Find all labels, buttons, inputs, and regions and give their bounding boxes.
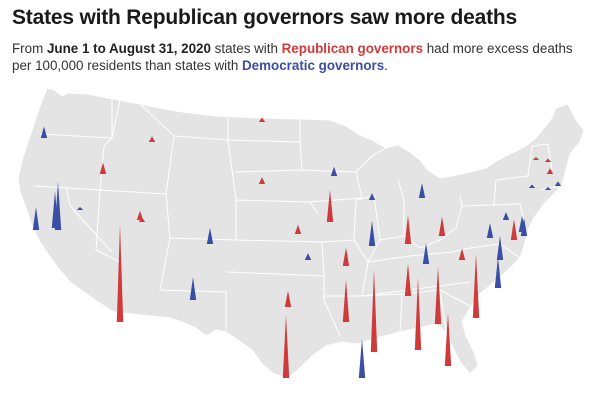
spike-ne: [294, 224, 302, 234]
chart-subtitle: From June 1 to August 31, 2020 states wi…: [12, 40, 584, 74]
spike-me: [544, 187, 552, 190]
spike-pa: [486, 223, 494, 238]
spike-nj: [518, 215, 526, 232]
spike-co: [206, 227, 214, 244]
legend-democratic: Democratic governors: [242, 58, 385, 73]
legend-republican: Republican governors: [281, 41, 424, 56]
spike-oh: [438, 216, 446, 236]
spike-fl: [444, 313, 452, 366]
spike-ok: [284, 290, 292, 307]
subtitle-text: had more excess deaths per 100,000 resid…: [12, 41, 573, 73]
spike-or: [32, 207, 40, 230]
spike-wa: [40, 126, 48, 138]
spike-ms: [370, 269, 378, 352]
subtitle-text: states with: [210, 41, 282, 56]
spike-ut: [136, 210, 144, 220]
spike-ny: [502, 211, 510, 220]
spike-il: [368, 220, 376, 246]
spike-nc: [494, 256, 502, 288]
spike-sd: [258, 177, 266, 184]
spike-nd: [258, 117, 266, 122]
spike-al: [414, 277, 422, 350]
spike-ia: [326, 189, 334, 222]
spike-ri: [554, 181, 562, 186]
spike-tx: [282, 314, 290, 378]
spike-layer: [32, 117, 562, 378]
spike-wi: [368, 193, 376, 200]
subtitle-text: From: [12, 41, 47, 56]
spike-nv: [76, 207, 84, 210]
spike-md: [510, 219, 518, 240]
spike-tn: [404, 263, 412, 296]
spike-mt: [148, 136, 156, 142]
us-land: [17, 87, 585, 379]
spike-wv: [458, 248, 466, 260]
state-borders: [33, 99, 561, 337]
spike-ct: [528, 184, 536, 188]
us-mainland: [17, 87, 585, 379]
spike-la: [358, 338, 366, 378]
spike-ma: [546, 168, 554, 174]
subtitle-period: June 1 to August 31, 2020: [46, 41, 211, 56]
spike-nm: [189, 277, 197, 300]
spike-id: [99, 162, 107, 174]
chart-title: States with Republican governors saw mor…: [12, 6, 518, 29]
spike-in: [404, 215, 412, 244]
spike-va: [496, 235, 504, 260]
spike-az: [116, 224, 124, 322]
spike-ky: [422, 243, 430, 264]
spike-sc: [472, 253, 480, 318]
spike-ga: [434, 266, 442, 324]
subtitle-text: .: [384, 58, 388, 73]
spike-ca-s: [54, 181, 62, 230]
spike-vt: [532, 157, 540, 160]
spike-mn: [330, 166, 338, 176]
spike-ks: [304, 253, 312, 260]
spike-mo: [342, 247, 350, 266]
spike-mi: [418, 183, 426, 198]
spike-nh: [544, 158, 552, 162]
spike-ar: [342, 279, 350, 322]
